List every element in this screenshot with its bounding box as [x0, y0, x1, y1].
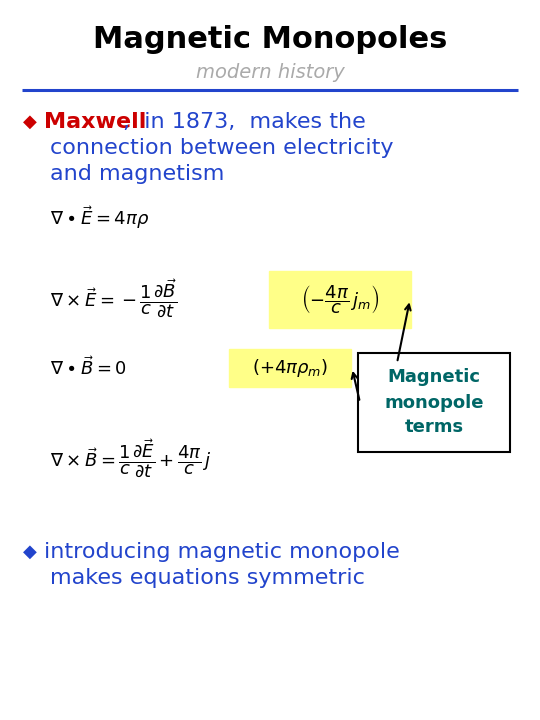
Text: Magnetic Monopoles: Magnetic Monopoles — [93, 25, 447, 55]
Text: ,  in 1873,  makes the: , in 1873, makes the — [123, 112, 366, 132]
Text: Magnetic
monopole
terms: Magnetic monopole terms — [384, 369, 484, 436]
Text: ◆: ◆ — [23, 113, 37, 131]
Text: $\nabla \times \vec{E} = -\dfrac{1}{c}\dfrac{\partial \vec{B}}{\partial t}$: $\nabla \times \vec{E} = -\dfrac{1}{c}\d… — [50, 277, 177, 319]
Text: makes equations symmetric: makes equations symmetric — [50, 568, 365, 588]
Text: introducing magnetic monopole: introducing magnetic monopole — [44, 542, 400, 562]
Text: connection between electricity: connection between electricity — [50, 138, 394, 158]
FancyBboxPatch shape — [269, 271, 411, 328]
Text: modern history: modern history — [195, 63, 345, 81]
Text: $\nabla \times \vec{B} = \dfrac{1}{c}\dfrac{\partial \vec{E}}{\partial t} + \dfr: $\nabla \times \vec{B} = \dfrac{1}{c}\df… — [50, 437, 212, 479]
Text: and magnetism: and magnetism — [50, 164, 225, 184]
Text: ◆: ◆ — [23, 543, 37, 561]
Text: $\left(+4\pi\rho_m\right)$: $\left(+4\pi\rho_m\right)$ — [252, 357, 328, 379]
Text: $\left(-\dfrac{4\pi}{c}\,j_m\right)$: $\left(-\dfrac{4\pi}{c}\,j_m\right)$ — [301, 283, 379, 316]
Text: Maxwell: Maxwell — [44, 112, 146, 132]
FancyBboxPatch shape — [229, 349, 351, 387]
Text: $\nabla \bullet \vec{B} = 0$: $\nabla \bullet \vec{B} = 0$ — [50, 356, 127, 379]
FancyBboxPatch shape — [358, 353, 510, 452]
Text: $\nabla \bullet \vec{E} = 4\pi\rho$: $\nabla \bullet \vec{E} = 4\pi\rho$ — [50, 204, 150, 231]
